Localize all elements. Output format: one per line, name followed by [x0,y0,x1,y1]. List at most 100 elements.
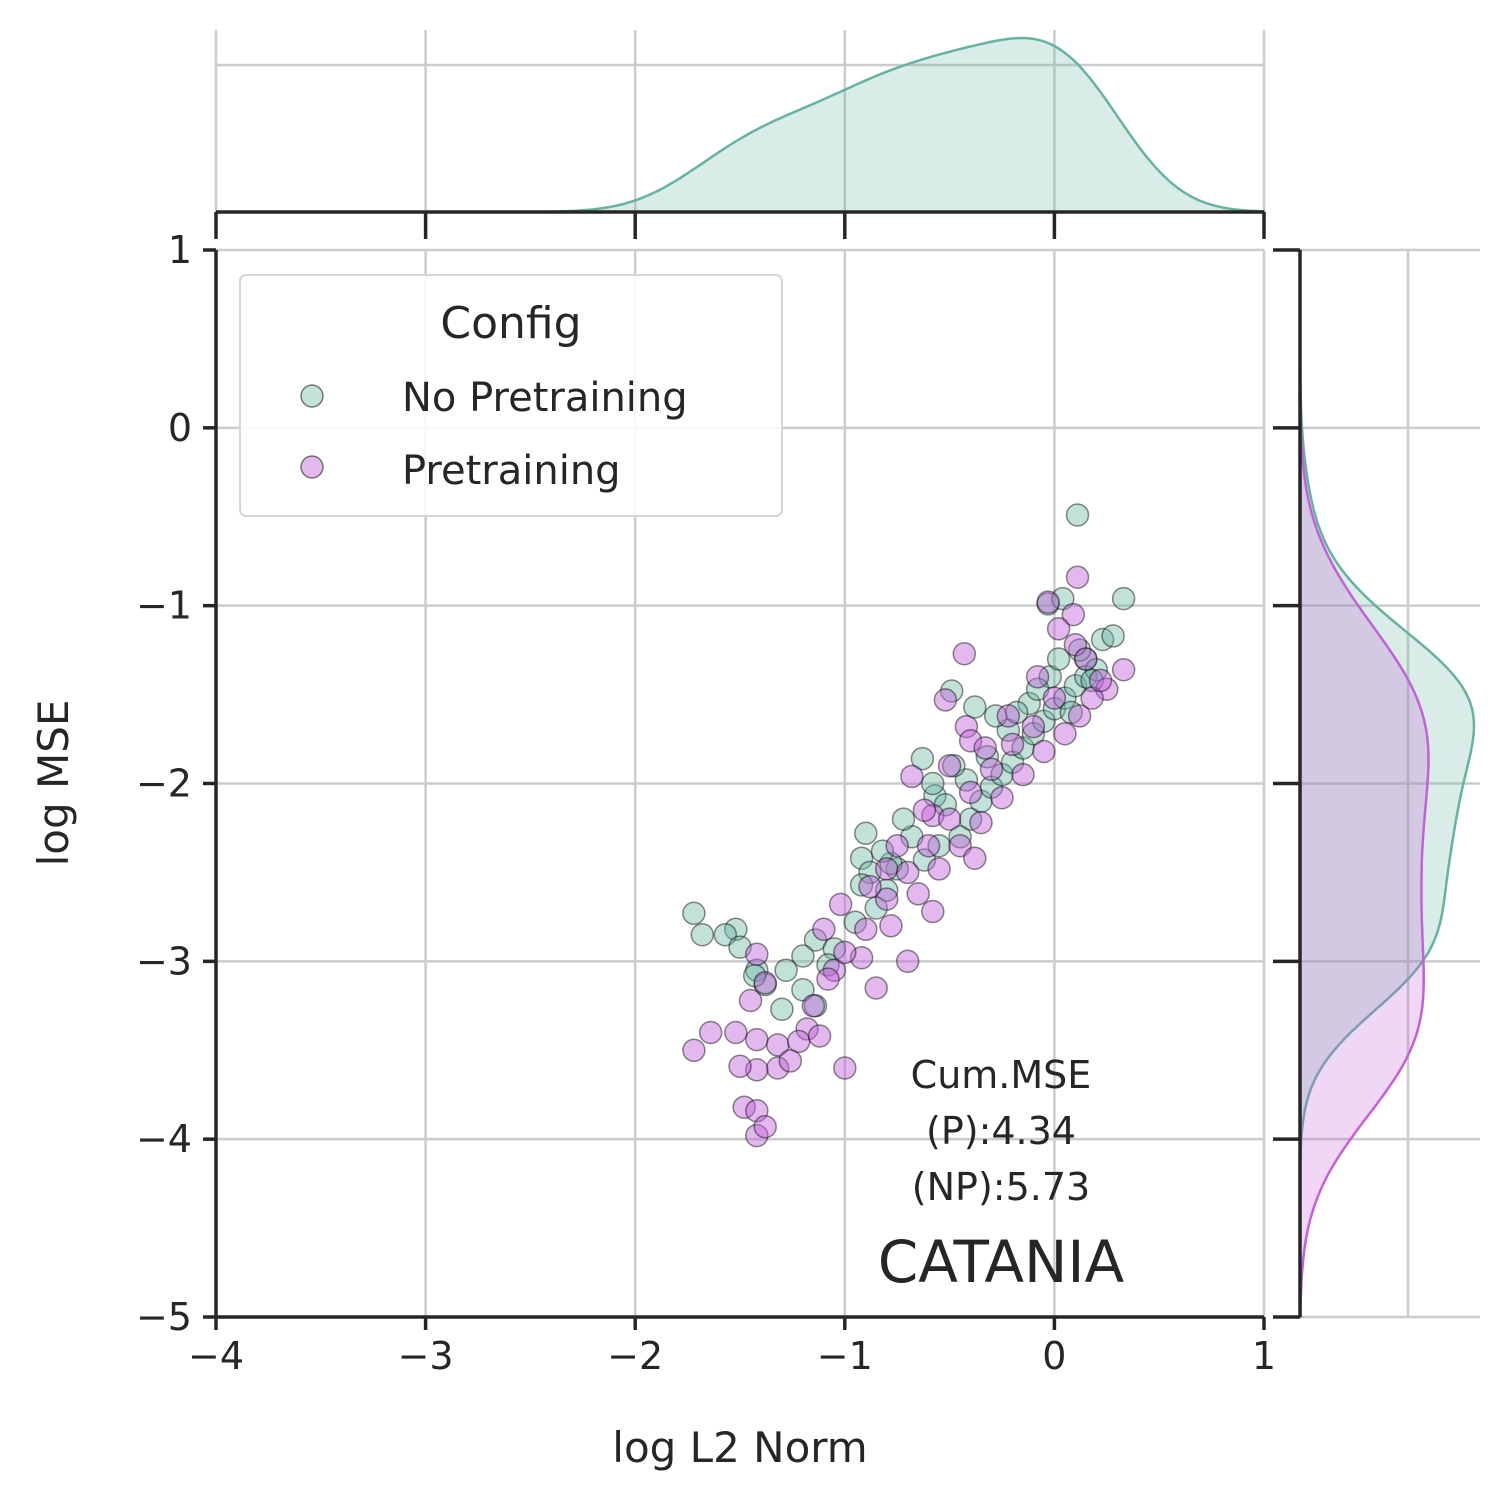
panel-label: CATANIA [878,1228,1125,1296]
point-s0-15 [682,901,706,926]
cum-mse-annotation: Cum.MSE (P):4.34 (NP):5.73 [911,1053,1092,1209]
point-s0-25 [753,972,777,997]
point-s0-2 [1036,592,1060,616]
point-s1-74 [963,846,987,870]
x-tick-label-2: −2 [607,1334,663,1378]
point-s1-2 [1061,602,1086,627]
point-s1-56 [979,757,1004,782]
point-s1-55 [1000,732,1025,757]
point-s1-69 [912,798,937,822]
point-s1-57 [958,780,983,805]
point-s1-8 [933,688,958,712]
point-s0-55 [900,825,924,849]
legend-label-no-pretraining: No Pretraining [402,375,688,421]
point-s1-52 [1080,686,1104,710]
point-s0-59 [1067,638,1092,662]
x-tick-labels: −4 −3 −2 −1 0 1 [188,1334,1276,1378]
axes [203,210,1302,1330]
point-s1-4 [1063,633,1088,657]
point-s1-17 [822,958,847,982]
y-tick-label-6: −5 [136,1295,192,1339]
point-s1-46 [969,810,993,835]
legend-marker-no-pretraining [300,384,324,408]
point-s1-16 [812,917,836,942]
point-s1-33 [833,1056,857,1080]
y-tick-label-5: −4 [136,1117,192,1161]
point-s0-1 [1111,586,1136,611]
point-s1-7 [952,641,977,666]
point-s0-9 [910,746,935,771]
point-s0-57 [864,896,888,920]
point-s1-38 [753,1114,777,1139]
y-tick-label-1: 0 [168,406,192,450]
point-s1-28 [786,1029,811,1054]
point-s0-51 [996,718,1021,742]
point-s1-26 [745,1027,769,1052]
point-s1-63 [833,940,857,965]
point-s0-16 [724,917,748,942]
point-s0-41 [1011,736,1035,760]
point-s0-67 [1046,647,1071,671]
point-s1-47 [990,785,1014,810]
point-s1-44 [927,857,951,881]
point-s1-0 [1065,565,1090,589]
point-s0-53 [954,768,979,792]
y-tick-labels: 1 0 −1 −2 −3 −4 −5 [136,228,192,1339]
point-s0-43 [1032,709,1056,734]
y-tick-label-3: −2 [136,762,192,806]
point-s1-50 [1053,721,1077,746]
point-s0-40 [1000,750,1025,774]
point-s1-41 [849,946,874,970]
point-s0-36 [958,807,983,831]
point-s1-9 [954,714,979,739]
point-s0-64 [921,771,945,796]
point-s1-37 [745,1123,769,1148]
point-s0-56 [879,851,903,876]
point-s0-22 [791,944,815,968]
point-s1-67 [996,704,1021,728]
point-s1-54 [1021,714,1046,739]
point-s1-59 [916,833,941,858]
legend-label-pretraining: Pretraining [402,448,621,494]
point-s1-32 [778,1049,803,1073]
point-s0-47 [1074,665,1098,689]
point-s1-40 [895,949,920,974]
point-s1-31 [745,1058,769,1082]
point-s1-11 [937,753,962,778]
annotation-line-2: (P):4.34 [926,1109,1076,1153]
point-s0-65 [891,807,916,831]
point-s1-29 [807,1024,832,1048]
point-s0-68 [1025,677,1050,701]
point-s0-46 [1063,673,1088,698]
point-s1-39 [864,976,888,1000]
point-s1-53 [1088,668,1113,693]
point-s0-24 [745,958,769,982]
x-tick-label-5: 1 [1252,1334,1276,1378]
point-s0-42 [1021,721,1046,746]
point-s0-10 [923,784,947,808]
point-s1-65 [1025,665,1050,689]
point-s0-17 [713,922,738,947]
x-tick-label-1: −3 [398,1334,454,1378]
point-s0-34 [927,833,951,858]
annotation-line-1: Cum.MSE [911,1053,1092,1097]
point-s0-19 [728,935,752,959]
point-s0-20 [803,928,828,952]
point-s1-12 [900,764,924,789]
point-s1-73 [921,899,945,924]
point-s0-7 [939,679,964,703]
point-s1-61 [874,887,899,911]
point-s1-60 [895,860,920,885]
point-s1-49 [1032,739,1056,764]
annotation-line-3: (NP):5.73 [912,1165,1090,1209]
point-s1-42 [879,914,903,938]
point-s1-62 [854,917,878,942]
point-s0-0 [1065,503,1090,527]
point-s1-48 [1011,762,1035,787]
x-tick-label-3: −1 [817,1334,873,1378]
y-tick-label-4: −3 [136,939,192,983]
point-s1-58 [937,807,962,831]
point-s0-44 [1042,697,1067,721]
